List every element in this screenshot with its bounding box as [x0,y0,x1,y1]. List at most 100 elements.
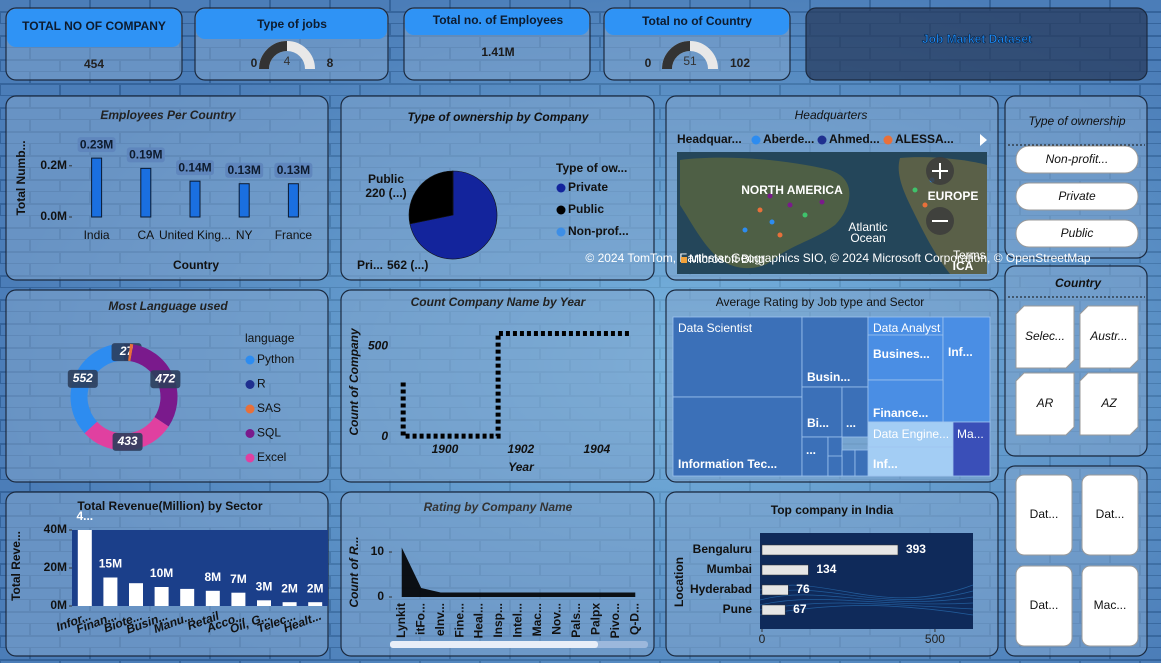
legend-label: SAS [257,401,281,415]
treemap-cell [841,449,856,477]
gauge-min: 0 [645,56,652,70]
map-point [757,207,763,213]
treemap-label: Information Tec... [678,457,777,471]
data-label-box [77,137,116,153]
bar [205,590,220,606]
chart-title: Rating by Company Name [424,500,573,514]
slicer-option[interactable] [1015,219,1139,248]
slicer-tile[interactable] [1015,305,1075,369]
data-label: 76 [796,582,810,596]
treemap-label: Inf... [948,345,973,359]
x-tick-label: Pals... [569,603,583,638]
kpi-value: 1.41M [481,45,514,59]
bar [154,587,169,606]
treemap-label: Data Scientist [678,321,753,335]
map-label: Atlantic [848,220,887,234]
data-label: 8M [204,570,221,584]
x-tick-label: France [275,228,313,242]
legend-title: Headquar... [677,132,742,146]
dashboard-title: Job Market Dataset [922,32,1032,46]
data-label: 552 [73,371,93,385]
x-tick-label: Nov... [550,603,564,635]
slice-label: Pri... [357,258,383,272]
x-tick-label: Intel... [511,603,525,638]
kpi-title: Total no of Country [642,14,752,28]
map-provider-logo [681,257,687,263]
legend-label: Ahmed... [829,132,880,146]
map-point [922,202,928,208]
data-label: 134 [816,562,836,576]
x-tick-label: 1904 [583,442,610,456]
slicer-option[interactable] [1015,145,1139,174]
data-label: 4... [76,509,93,523]
legend-label: Private [568,180,608,194]
map-land [680,157,850,269]
slicer-option-label: Dat... [1030,598,1059,612]
x-tick-label: 1902 [508,442,535,456]
y-tick-label: Mumbai [707,562,752,576]
slicer-tile[interactable] [1081,474,1139,556]
bar [282,602,297,606]
bar [189,180,201,218]
map-provider: Microsoft Bing [689,252,765,266]
y-tick-label: 0.2M [40,158,67,172]
slicer-option[interactable] [1015,182,1139,211]
slicer-option-label: Selec... [1025,329,1065,343]
data-label: 0.13M [228,163,261,177]
data-label: 220 (...) [365,186,406,200]
treemap-cell [867,446,954,477]
slicer-tile[interactable] [1079,372,1139,436]
data-label: 0.13M [277,163,310,177]
treemap-cell [672,396,803,477]
treemap-label: Busines... [873,347,930,361]
chart-title: Count Company Name by Year [411,295,587,309]
treemap-cell [841,386,869,438]
data-label: 2M [281,581,298,595]
data-label-box [126,147,165,163]
line [400,330,632,439]
x-tick-label: elnv... [433,603,447,636]
x-tick-label: Lynkit [394,603,408,638]
x-tick-label: Insp... [491,603,505,638]
map-label: EUROPE [928,189,979,203]
x-tick-label: 500 [925,632,945,646]
legend-swatch [245,355,255,365]
y-tick-label: 0M [50,598,67,612]
slicer-option-label: Mac... [1094,598,1127,612]
x-tick-label: Pivo... [608,603,622,638]
legend-scroll-arrow[interactable] [980,134,987,146]
legend-label: R [257,377,266,391]
y-tick-label: 40M [44,522,67,536]
map-point [742,227,748,233]
kpi-header [405,9,589,35]
zoom-icon [932,163,948,179]
treemap-label: Data Analyst [873,321,941,335]
slicer-option-label: Private [1058,189,1096,203]
gauge-value-label: 4 [284,54,291,68]
y-tick-label: 0 [377,589,384,603]
slicer-tile[interactable] [1081,565,1139,647]
y-tick-label: Bengaluru [693,542,752,556]
slicer-tile[interactable] [1079,305,1139,369]
bar [761,584,789,596]
treemap-label: ... [846,416,856,430]
chart-title: Average Rating by Job type and Sector [716,295,925,309]
slicer-tile[interactable] [1015,565,1073,647]
legend-swatch [245,404,255,414]
slicer-tile[interactable] [1015,372,1075,436]
legend-label: Non-prof... [568,224,629,238]
legend-label: ALESSA... [895,132,954,146]
chart-title: Most Language used [108,299,228,313]
treemap-cell [942,316,991,423]
map-point [912,187,918,193]
slicer-tile[interactable] [1015,474,1073,556]
legend-swatch [751,135,761,145]
map-label: Ocean [850,231,885,245]
data-label: 0.23M [80,137,113,151]
x-tick-label: Fine... [452,603,466,638]
map-point [767,193,773,199]
scrollbar-thumb[interactable] [390,641,598,648]
kpi-title: Type of jobs [257,17,327,31]
treemap-label: Ma... [957,427,984,441]
legend-label: Python [257,352,294,366]
